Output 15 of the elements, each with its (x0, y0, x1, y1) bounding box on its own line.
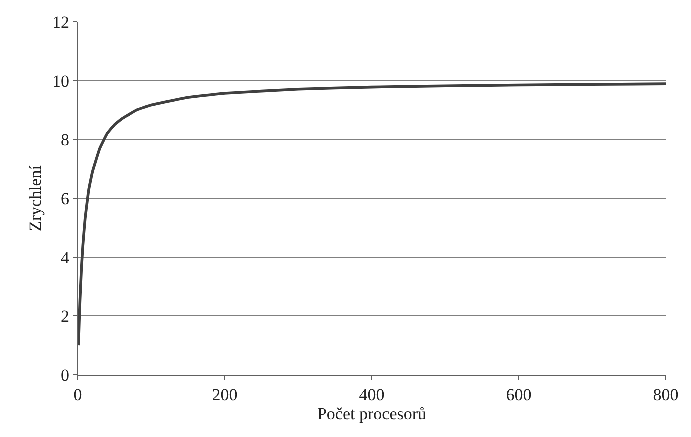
y-tick-label: 12 (52, 12, 70, 32)
y-tick-label: 10 (52, 72, 70, 91)
y-tick-label: 4 (61, 248, 70, 268)
x-tick-label: 200 (212, 386, 238, 404)
y-tick-label: 2 (61, 307, 70, 326)
y-axis-title: Zrychlení (26, 165, 46, 232)
x-tick-label: 800 (653, 386, 679, 404)
x-tick-label: 600 (506, 386, 532, 404)
line-series (78, 82, 666, 347)
y-tick-label: 0 (61, 366, 70, 385)
y-tick-label: 6 (61, 189, 70, 208)
x-axis-title: Počet procesorů (317, 404, 428, 424)
x-tick-label: 0 (74, 386, 82, 404)
x-tick-label: 400 (359, 386, 385, 404)
y-tick-label: 8 (61, 130, 70, 150)
